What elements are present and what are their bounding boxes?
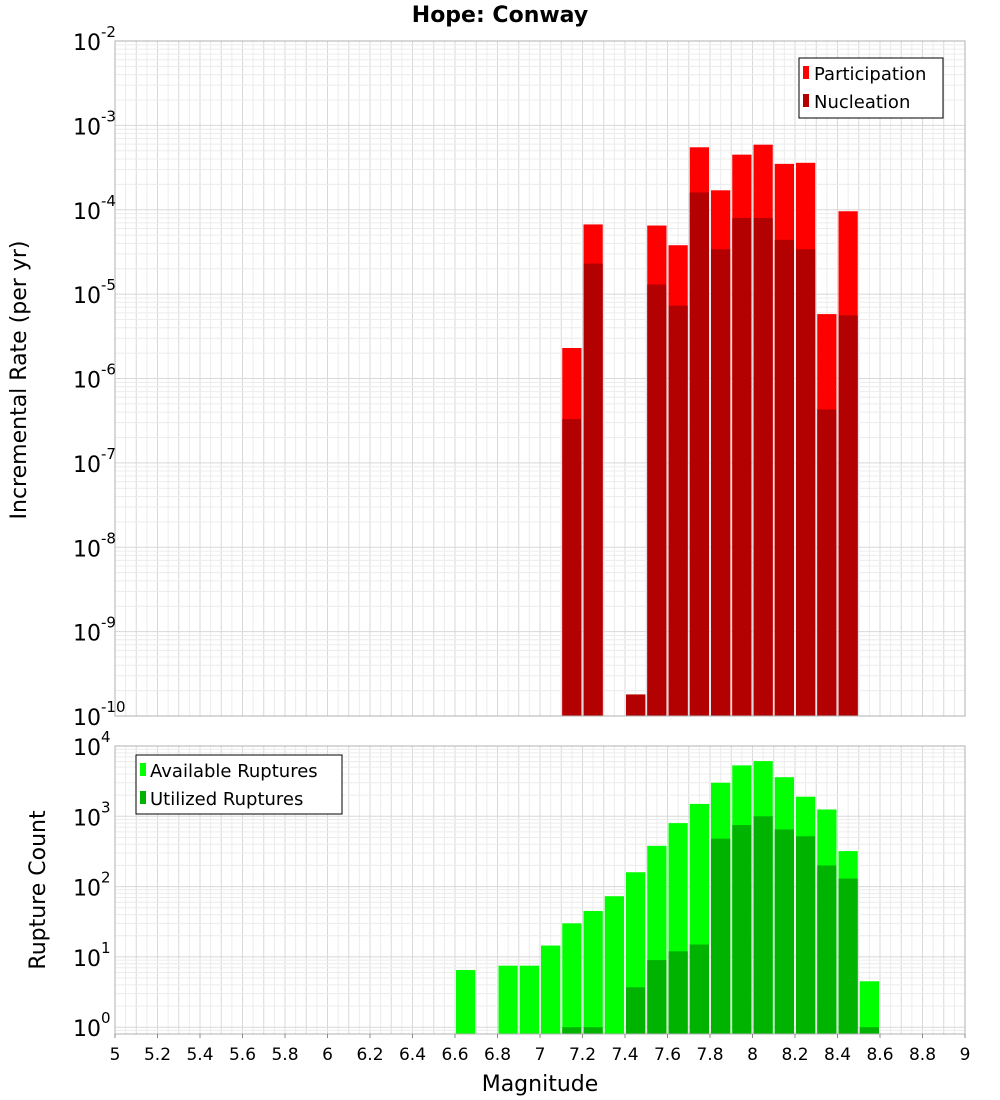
bar-utilized-13: [753, 816, 773, 1034]
rate-grid: [114, 40, 966, 717]
available-swatch-icon: [140, 763, 146, 776]
bar-available-4: [562, 923, 582, 1034]
x-tick-label: 7.4: [611, 1045, 638, 1065]
rate-legend-nucleation: Nucleation: [814, 92, 910, 113]
count-legend-available: Available Ruptures: [150, 761, 318, 782]
x-axis-label: Magnitude: [482, 1072, 599, 1097]
count-legend: Available Ruptures Utilized Ruptures: [135, 754, 343, 815]
x-tick-label: 7.2: [569, 1045, 596, 1065]
nucleation-swatch-icon: [803, 94, 809, 107]
bar-available-3: [541, 945, 561, 1034]
rate-legend: Participation Nucleation: [798, 57, 944, 119]
y-tick-label: 10-2: [73, 23, 116, 56]
x-tick-label: 8: [747, 1045, 758, 1065]
rate-bars: [562, 144, 858, 717]
bar-nucleation-11: [817, 409, 837, 716]
bar-nucleation-9: [774, 239, 794, 716]
x-tick-label: 5.2: [144, 1045, 171, 1065]
bar-utilized-16: [817, 865, 837, 1034]
bar-utilized-15: [796, 836, 816, 1034]
x-tick-label: 7.8: [696, 1045, 723, 1065]
y-tick-label: 100: [73, 1009, 111, 1042]
bar-nucleation-7: [732, 217, 752, 716]
bar-available-6: [604, 896, 624, 1034]
bar-nucleation-8: [753, 217, 773, 716]
x-tick-label: 8.4: [824, 1045, 851, 1065]
count-panel: 104 103 102 101 100 5 5.2 5.4 5.6 5.8 6 6.2 6.4 6.6 6…: [26, 728, 970, 1097]
x-tick-label: 6.2: [356, 1045, 383, 1065]
y-tick-label: 10-10: [73, 698, 126, 731]
bar-nucleation-12: [838, 315, 858, 716]
bar-utilized-5: [583, 1027, 603, 1034]
x-tick-label: 5.4: [186, 1045, 213, 1065]
utilized-swatch-icon: [140, 791, 146, 804]
bar-available-0: [456, 970, 476, 1034]
y-tick-label: 10-6: [73, 361, 116, 394]
bar-nucleation-1: [583, 263, 603, 716]
x-tick-label: 8.2: [781, 1045, 808, 1065]
x-tick-label: 8.6: [866, 1045, 893, 1065]
x-tick-label: 5.6: [229, 1045, 256, 1065]
bar-nucleation-4: [668, 305, 688, 716]
bar-utilized-14: [774, 829, 794, 1034]
y-tick-label: 102: [73, 869, 111, 902]
y-tick-label: 10-9: [73, 614, 116, 647]
rate-y-ticks: 10-2 10-3 10-4 10-5 10-6 10-7 10-8 10-9 10-10: [73, 23, 126, 731]
bar-utilized-12: [732, 825, 752, 1034]
count-y-ticks: 104 103 102 101 100: [73, 728, 111, 1042]
y-tick-label: 10-7: [73, 445, 116, 478]
chart-title: Hope: Conway: [412, 3, 588, 28]
participation-swatch-icon: [803, 66, 809, 79]
bar-nucleation-3: [647, 284, 667, 716]
y-tick-label: 10-8: [73, 529, 116, 562]
y-tick-label: 103: [73, 798, 111, 831]
x-ticks: 5 5.2 5.4 5.6 5.8 6 6.2 6.4 6.6 6.8 7 7.2 7.4 7.6 7.8 8…: [110, 1034, 971, 1065]
count-legend-box: [135, 754, 343, 815]
x-tick-label: 5: [110, 1045, 121, 1065]
bar-utilized-10: [689, 944, 709, 1034]
bar-available-1: [498, 965, 518, 1034]
rate-panel: 10-2 10-3 10-4 10-5 10-6 10-7 10-8 10-9 10-10 In…: [7, 23, 966, 731]
bar-nucleation-5: [689, 192, 709, 717]
y-tick-label: 10-3: [73, 107, 116, 140]
bar-utilized-11: [711, 838, 731, 1034]
y-tick-label: 104: [73, 728, 111, 761]
bar-nucleation-2: [626, 694, 646, 716]
x-tick-label: 7.6: [654, 1045, 681, 1065]
count-legend-utilized: Utilized Ruptures: [150, 789, 303, 810]
rate-legend-box: [798, 57, 944, 119]
count-y-axis-label: Rupture Count: [26, 810, 51, 970]
x-tick-label: 5.8: [271, 1045, 298, 1065]
x-tick-label: 6.8: [484, 1045, 511, 1065]
rate-plot-frame: [114, 40, 966, 717]
bar-utilized-7: [626, 987, 646, 1034]
x-tick-label: 6.4: [399, 1045, 426, 1065]
x-tick-label: 9: [960, 1045, 971, 1065]
bar-available-18: [859, 981, 879, 1034]
bar-nucleation-10: [796, 249, 816, 716]
x-tick-label: 8.8: [909, 1045, 936, 1065]
rate-y-axis-label: Incremental Rate (per yr): [7, 241, 32, 520]
y-tick-label: 101: [73, 939, 111, 972]
bar-utilized-8: [647, 960, 667, 1034]
y-tick-label: 10-4: [73, 192, 116, 225]
bar-nucleation-0: [562, 419, 582, 716]
x-tick-label: 6.6: [441, 1045, 468, 1065]
x-tick-label: 7: [535, 1045, 546, 1065]
count-bars: [456, 761, 879, 1034]
bar-nucleation-6: [711, 249, 731, 716]
bar-available-2: [519, 965, 539, 1034]
y-tick-label: 10-5: [73, 276, 116, 309]
bar-utilized-17: [838, 878, 858, 1034]
rate-legend-participation: Participation: [814, 64, 926, 85]
bar-utilized-18: [859, 1027, 879, 1034]
bar-available-5: [583, 910, 603, 1034]
x-tick-label: 6: [322, 1045, 333, 1065]
bar-utilized-4: [562, 1027, 582, 1034]
bar-utilized-9: [668, 951, 688, 1034]
